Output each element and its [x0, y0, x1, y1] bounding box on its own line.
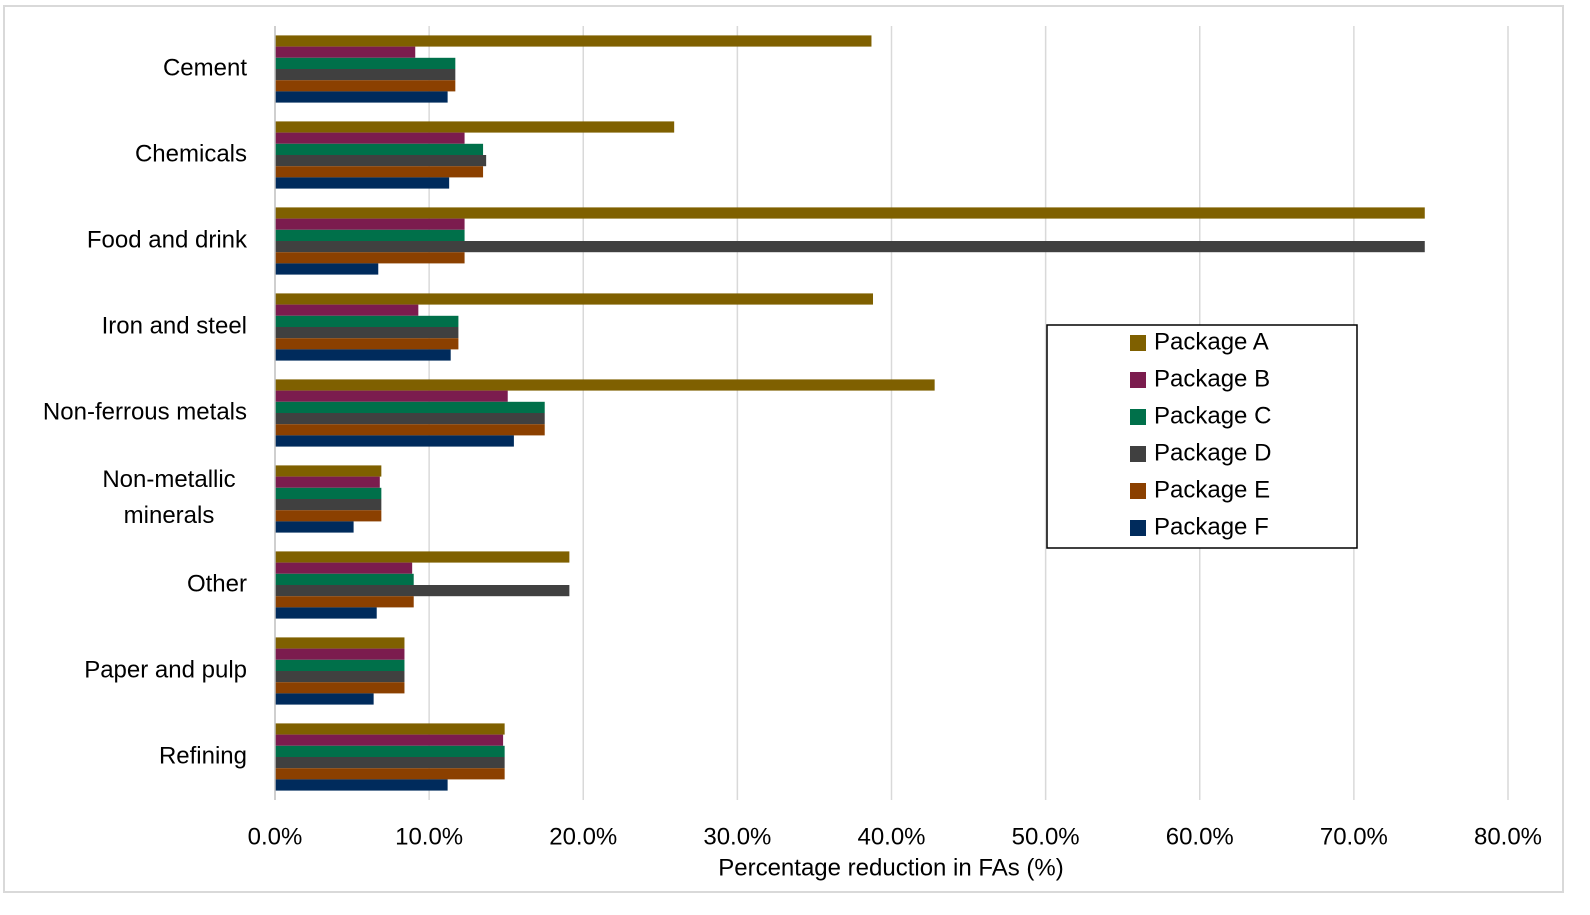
- legend-swatch: [1130, 520, 1146, 536]
- bar: [275, 779, 448, 791]
- bar: [275, 521, 354, 533]
- bar: [275, 166, 484, 178]
- bar: [275, 734, 504, 746]
- bar: [275, 91, 448, 103]
- bar: [275, 241, 1425, 253]
- bar: [275, 723, 505, 735]
- legend-box: [1046, 324, 1358, 549]
- x-tick-label: 60.0%: [1166, 823, 1234, 850]
- legend-label: Package E: [1154, 476, 1270, 503]
- bar: [275, 390, 508, 402]
- bar: [275, 596, 414, 608]
- y-tick-label: Paper and pulp: [84, 656, 247, 683]
- legend-label: Package B: [1154, 365, 1270, 392]
- bar: [275, 648, 405, 660]
- bar: [275, 465, 382, 477]
- legend: Package A Package B Package C Package D Pack…: [1130, 328, 1271, 540]
- bar: [275, 487, 382, 499]
- bar: [275, 499, 382, 511]
- x-tick-label: 20.0%: [549, 823, 617, 850]
- bar: [275, 379, 935, 391]
- bar: [275, 573, 414, 585]
- bar: [275, 671, 405, 683]
- bar: [275, 132, 465, 144]
- bar: [275, 659, 405, 671]
- bar: [275, 510, 382, 522]
- bar: [275, 551, 570, 563]
- bar: [275, 315, 459, 327]
- bar: [275, 80, 456, 92]
- bar: [275, 607, 377, 619]
- bar: [275, 338, 459, 350]
- bar: [275, 57, 456, 69]
- bar: [275, 327, 459, 339]
- bar: [275, 207, 1425, 219]
- y-tick-label: Cement: [163, 54, 247, 81]
- bar: [275, 413, 545, 425]
- bar: [275, 218, 465, 230]
- bar: [275, 35, 872, 47]
- legend-swatch: [1130, 483, 1146, 499]
- x-axis-label: Percentage reduction in FAs (%): [718, 854, 1064, 881]
- bars: [275, 35, 1425, 791]
- x-tick-label: 80.0%: [1474, 823, 1542, 850]
- bar: [275, 562, 413, 574]
- x-tick-label: 30.0%: [703, 823, 771, 850]
- bar: [275, 401, 545, 413]
- legend-swatch: [1130, 372, 1146, 388]
- bar: [275, 263, 379, 275]
- legend-label: Package A: [1154, 328, 1269, 355]
- y-tick-label: Food and drink: [87, 226, 248, 253]
- legend-swatch: [1130, 335, 1146, 351]
- y-tick-label: Non-ferrous metals: [43, 398, 247, 425]
- bar: [275, 121, 675, 133]
- x-tick-label: 10.0%: [395, 823, 463, 850]
- legend-label: Package D: [1154, 439, 1271, 466]
- bar: [275, 46, 416, 58]
- legend-swatch: [1130, 446, 1146, 462]
- bar: [275, 349, 451, 361]
- bar: [275, 143, 484, 155]
- bar: [275, 585, 570, 597]
- legend-swatch: [1130, 409, 1146, 425]
- bar: [275, 637, 405, 649]
- y-tick-label: Iron and steel: [102, 312, 247, 339]
- bar: [275, 693, 374, 705]
- bar: [275, 155, 487, 167]
- bar: [275, 768, 505, 780]
- bar: [275, 435, 514, 447]
- x-tick-label: 40.0%: [857, 823, 925, 850]
- x-tick-label: 70.0%: [1320, 823, 1388, 850]
- legend-label: Package F: [1154, 513, 1269, 540]
- bar: [275, 476, 380, 488]
- bar: [275, 252, 465, 264]
- legend-label: Package C: [1154, 402, 1271, 429]
- bar: [275, 304, 419, 316]
- y-tick-label: Refining: [159, 742, 247, 769]
- y-tick-label: Non-metallic minerals: [102, 466, 235, 529]
- y-tick-label: Other: [187, 570, 247, 597]
- x-tick-label: 50.0%: [1012, 823, 1080, 850]
- x-tick-label: 0.0%: [248, 823, 303, 850]
- bar: [275, 293, 874, 305]
- bar: [275, 69, 456, 81]
- bar: [275, 682, 405, 694]
- bar: [275, 177, 450, 189]
- bar: [275, 745, 505, 757]
- bar: [275, 229, 465, 241]
- y-tick-label: Chemicals: [135, 140, 247, 167]
- bar: [275, 424, 545, 436]
- bar: [275, 757, 505, 769]
